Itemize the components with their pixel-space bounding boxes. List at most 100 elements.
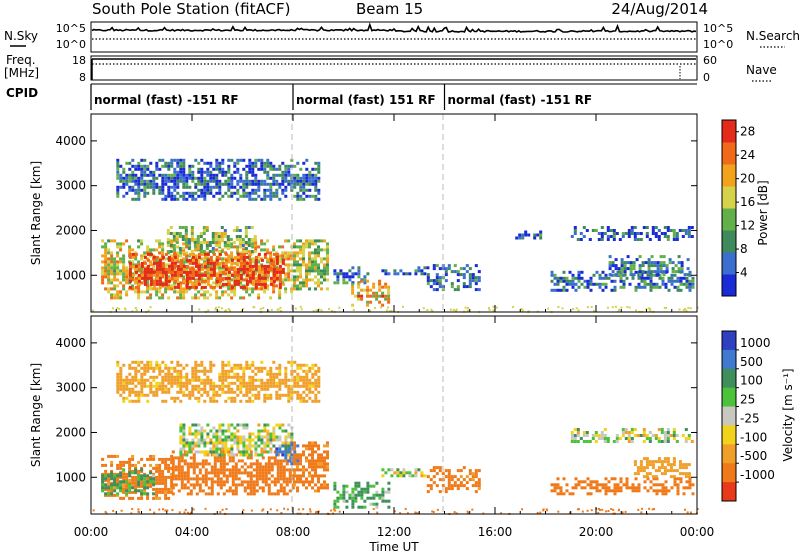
data-cell	[104, 254, 108, 258]
data-cell	[290, 390, 294, 394]
data-cell	[632, 261, 636, 265]
data-cell	[212, 176, 216, 180]
data-cell	[257, 432, 261, 436]
data-cell	[384, 490, 388, 494]
data-cell	[260, 429, 264, 433]
data-cell	[308, 480, 311, 484]
data-cell	[646, 282, 650, 286]
data-cell	[131, 179, 135, 183]
data-cell	[185, 179, 189, 183]
data-cell	[381, 496, 385, 500]
data-cell	[648, 431, 652, 434]
data-cell	[212, 399, 216, 403]
data-cell	[281, 450, 285, 454]
data-cell	[248, 435, 252, 439]
data-cell	[104, 260, 108, 264]
data-cell	[137, 381, 141, 385]
data-cell	[245, 450, 249, 454]
data-cell	[290, 290, 294, 294]
data-cell	[260, 450, 264, 454]
data-cell	[565, 279, 569, 283]
data-cell	[269, 508, 272, 511]
data-cell	[432, 475, 436, 479]
data-cell	[572, 308, 575, 310]
data-cell	[194, 384, 198, 388]
data-cell	[314, 489, 317, 493]
data-cell	[173, 285, 177, 289]
data-cell	[670, 279, 674, 283]
data-cell	[336, 275, 340, 279]
data-cell	[116, 164, 120, 168]
ytick-label: 4000	[55, 134, 86, 148]
data-cell	[302, 483, 305, 487]
data-cell	[272, 179, 276, 183]
data-cell	[378, 285, 382, 289]
data-cell	[179, 194, 183, 198]
data-cell	[185, 441, 189, 445]
data-cell	[314, 474, 317, 478]
data-cell	[187, 241, 191, 244]
data-cell	[158, 490, 162, 494]
data-cell	[113, 260, 117, 264]
data-cell	[131, 399, 135, 403]
data-cell	[152, 273, 156, 277]
data-cell	[185, 270, 189, 274]
data-cell	[300, 308, 303, 311]
data-cell	[140, 167, 144, 171]
data-cell	[152, 185, 156, 189]
data-cell	[236, 444, 240, 448]
data-cell	[104, 463, 108, 467]
data-cell	[311, 465, 314, 469]
data-cell	[227, 308, 230, 311]
data-cell	[660, 472, 664, 476]
data-cell	[134, 164, 138, 168]
data-cell	[206, 182, 210, 186]
data-cell	[305, 239, 308, 243]
data-cell	[429, 469, 433, 473]
data-cell	[230, 444, 234, 448]
data-cell	[182, 267, 186, 271]
data-cell	[636, 472, 640, 476]
data-cell	[556, 477, 560, 481]
data-cell	[629, 267, 633, 271]
data-cell	[613, 489, 617, 493]
data-cell	[314, 275, 317, 279]
data-cell	[149, 263, 153, 267]
data-cell	[206, 252, 210, 256]
data-cell	[378, 288, 382, 292]
data-cell	[255, 459, 259, 463]
data-cell	[474, 469, 478, 473]
data-cell	[275, 267, 279, 271]
data-cell	[339, 272, 343, 276]
data-cell	[260, 447, 264, 451]
data-cell	[387, 487, 391, 491]
data-cell	[233, 279, 237, 283]
data-cell	[239, 158, 243, 162]
data-cell	[206, 378, 210, 382]
data-cell	[188, 252, 192, 256]
data-cell	[317, 453, 320, 457]
data-cell	[372, 282, 376, 286]
data-cell	[290, 363, 294, 367]
data-cell	[257, 158, 261, 162]
data-cell	[209, 429, 213, 433]
data-cell	[182, 384, 186, 388]
data-cell	[238, 241, 242, 244]
data-cell	[146, 182, 150, 186]
data-cell	[275, 258, 279, 262]
data-cell	[272, 264, 276, 268]
data-cell	[195, 474, 199, 478]
data-cell	[664, 285, 668, 289]
data-cell	[646, 489, 650, 493]
data-cell	[305, 167, 309, 171]
data-cell	[122, 182, 126, 186]
data-cell	[444, 267, 448, 271]
data-cell	[116, 170, 120, 174]
data-cell	[453, 481, 457, 485]
data-cell	[140, 182, 144, 186]
data-cell	[241, 238, 245, 241]
data-cell	[487, 307, 490, 309]
data-cell	[326, 465, 329, 469]
data-cell	[673, 285, 677, 289]
data-cell	[101, 463, 105, 467]
